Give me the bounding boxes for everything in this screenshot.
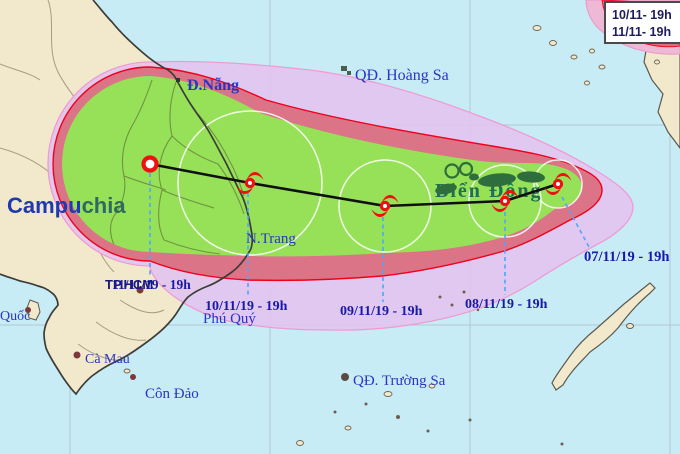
vietnam-coastline	[0, 0, 254, 396]
campuchia-label-green: chia	[82, 193, 127, 218]
date-label-11-11: 11/11/19 - 19h	[112, 277, 191, 292]
tphcm-label: TP.HCM	[105, 277, 153, 292]
small-island	[626, 323, 634, 329]
place-labels: Campuchia Đ.Nẵng QĐ. Hoàng Sa N.Trang TP…	[0, 67, 449, 402]
legend-box: 10/11- 19h 11/11- 19h	[604, 1, 680, 44]
condao-marker	[130, 374, 136, 380]
place-markers	[25, 66, 351, 381]
camau-marker	[73, 351, 81, 359]
condao-label: Côn Đảo	[145, 386, 199, 402]
archipelago-islets	[123, 25, 660, 446]
truongsa-marker	[341, 373, 349, 381]
forecast-cones	[47, 60, 634, 331]
hoangsa-label: QĐ. Hoàng Sa	[355, 67, 449, 84]
nhatrang-label: N.Trang	[246, 231, 296, 247]
date-labels: 11/11/19 - 19h 10/11/19 - 19h 09/11/19 -…	[112, 249, 669, 319]
campuchia-label-blue: Campu	[7, 193, 82, 218]
danang-marker	[176, 78, 180, 82]
cone-inner-green	[62, 76, 583, 257]
truongsa-label: QĐ. Trường Sa	[353, 373, 446, 389]
date-label-08-11: 08/11/19 - 19h	[465, 297, 548, 312]
bien-dong-decoration: Biển Đông	[435, 161, 545, 202]
depression-ring-symbol	[141, 155, 159, 173]
campuchia-label: Campuchia	[7, 193, 126, 218]
danang-label: Đ.Nẵng	[187, 77, 239, 94]
phuquoc-label: Quốc	[0, 309, 30, 324]
storm-symbols	[141, 155, 572, 218]
date-label-10-11: 10/11/19 - 19h	[205, 299, 288, 314]
phuquoc-marker	[25, 307, 31, 313]
sea-name-label: Biển Đông	[435, 180, 542, 202]
date-label-07-11: 07/11/19 - 19h	[584, 249, 669, 265]
legend-line-2: 11/11- 19h	[612, 25, 671, 39]
palawan-island	[551, 282, 656, 391]
camau-label: Cà Mau	[85, 352, 130, 367]
hoangsa-marker	[341, 66, 351, 75]
leader-dashed-lines	[149, 173, 590, 302]
tphcm-marker	[136, 286, 144, 294]
legend-line-1: 10/11- 19h	[612, 8, 672, 22]
date-label-09-11: 09/11/19 - 19h	[340, 304, 423, 319]
province-borders-under-cone	[109, 79, 245, 255]
phuquy-label: Phú Quý	[203, 311, 256, 327]
